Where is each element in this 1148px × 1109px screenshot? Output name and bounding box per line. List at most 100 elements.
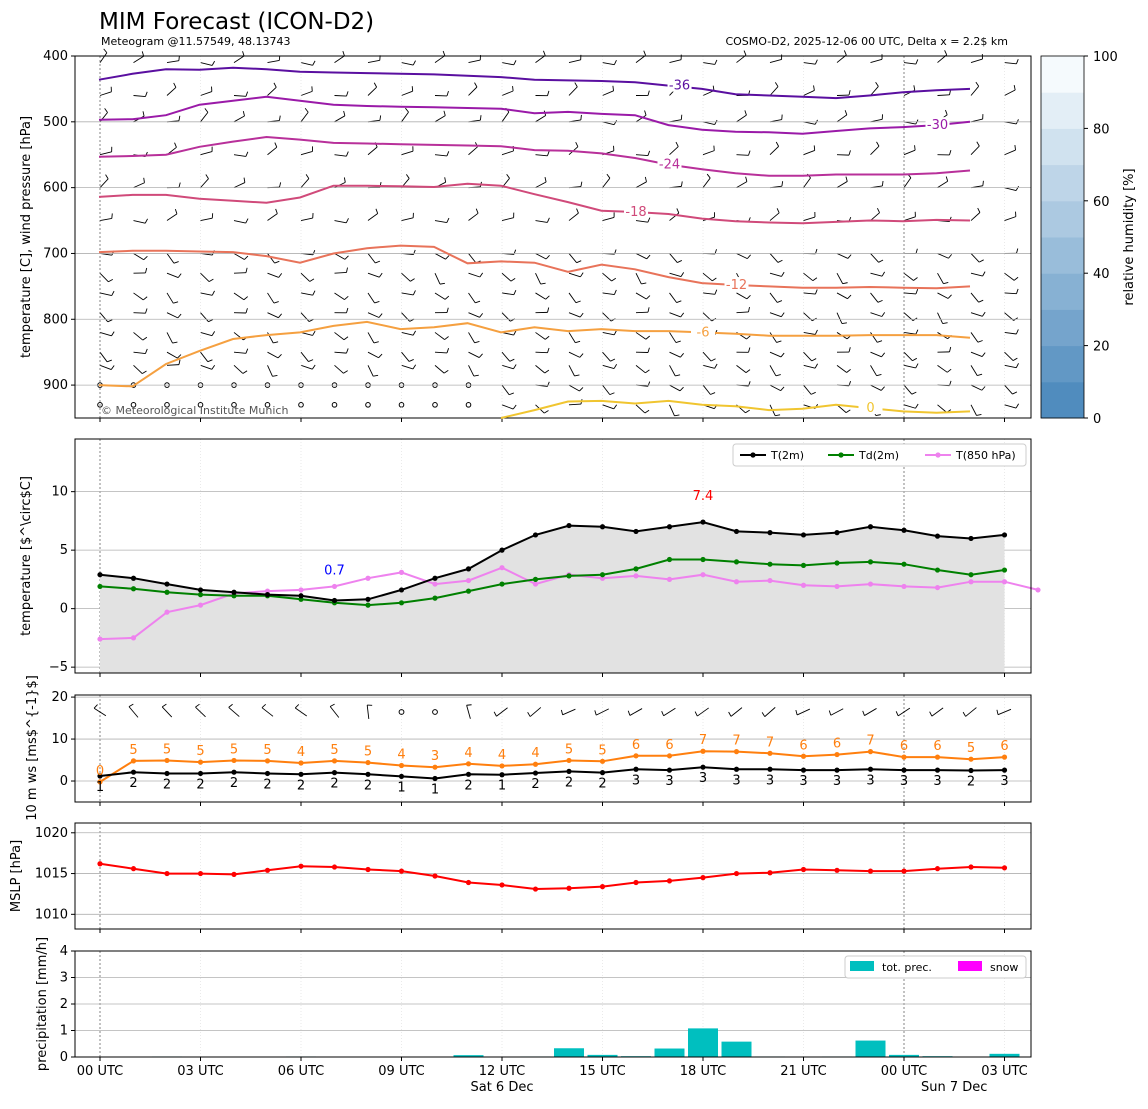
wind-barb (268, 365, 273, 376)
x-tick-label: 00 UTC (77, 1064, 123, 1079)
gust-label: 4 (464, 746, 472, 761)
isotherm-label: -12 (726, 278, 747, 293)
wind-barb (201, 218, 213, 220)
wind-barb-flag (576, 142, 578, 146)
x-tick-label: 03 UTC (981, 1064, 1027, 1079)
wind-barb-flag (343, 371, 347, 374)
legend-entry: tot. prec. (882, 961, 932, 974)
wind-barb-flag (410, 279, 414, 282)
surface-wind-barb-flag (963, 712, 965, 716)
wind-barb-flag (977, 142, 980, 146)
t850-point (633, 573, 638, 578)
wind-barb-flag (243, 371, 247, 374)
wind-barb (871, 365, 877, 375)
wind-barb (904, 405, 916, 408)
day-label: Sun 7 Dec (921, 1080, 987, 1095)
t2m-point (935, 534, 940, 539)
t850-point (834, 584, 839, 589)
wind-barb-flag (514, 60, 516, 64)
wind-barb-flag (511, 278, 515, 281)
wind-barb (402, 332, 414, 335)
wind-barb (469, 313, 480, 318)
wind-barb (603, 63, 615, 65)
mean-wind-point (164, 771, 169, 776)
wind-barb (268, 273, 279, 277)
wind-barb-flag (244, 256, 248, 259)
wind-barb-flag (346, 152, 348, 157)
wind-barb (402, 151, 413, 155)
mslp-line (100, 864, 1005, 889)
wind-barb-flag (877, 142, 879, 146)
wind-barb (167, 87, 176, 95)
wind-barb-flag (246, 349, 248, 354)
wind-barb-flag (674, 415, 679, 416)
wind-barb-flag (982, 312, 985, 316)
wind-barb (536, 352, 548, 353)
gust-point (767, 751, 772, 756)
upper-air-y-tick-label: 600 (43, 181, 68, 196)
wind-barb-flag (948, 295, 951, 299)
wind-barb-flag (577, 261, 582, 263)
wind-barb-flag (413, 250, 415, 255)
colorbar-label: relative humidity [%] (1122, 168, 1137, 305)
mean-wind-point (231, 770, 236, 775)
gust-label: 6 (833, 737, 841, 752)
wind-barb-flag (882, 312, 885, 316)
wind-barb-flag (108, 320, 113, 322)
wind-barb-flag (580, 273, 583, 277)
wind-barb-flag (612, 278, 616, 281)
mean-wind-point (633, 767, 638, 772)
mean-wind-point (265, 771, 270, 776)
isotherm-label: -30 (927, 118, 948, 133)
wind-barb (536, 293, 546, 299)
gust-label: 5 (967, 741, 975, 756)
t2m-point (834, 530, 839, 535)
precip-y-label: precipitation [mm/h] (35, 937, 50, 1071)
gust-point (600, 759, 605, 764)
wind-barb-flag (815, 60, 817, 65)
wind-barb (971, 332, 978, 342)
wind-barb (100, 352, 107, 362)
wind-barb (100, 273, 108, 282)
wind-barb-flag (546, 296, 550, 299)
wind-barb (402, 293, 414, 295)
wind-barb (502, 273, 511, 281)
wind-y-label: 10 m ws [ms$^{-1}$] (25, 675, 40, 821)
legend-entry: T(850 hPa) (955, 449, 1016, 462)
wind-barb (971, 313, 982, 317)
precip-bar (856, 1041, 886, 1057)
wind-barb-flag (445, 337, 449, 340)
wind-barb (737, 253, 748, 258)
wind-barb (536, 155, 548, 156)
wind-barb-flag (279, 182, 280, 187)
gust-label: 6 (1000, 739, 1008, 754)
wind-barb-flag (144, 256, 148, 259)
wind-barb (770, 253, 778, 262)
wind-barb-flag (313, 331, 316, 335)
mean-wind-label: 3 (766, 773, 774, 788)
wind-barb-flag (145, 92, 147, 97)
wind-barb (100, 332, 112, 335)
gust-label: 7 (766, 735, 774, 750)
wind-barb (502, 151, 513, 155)
wind-barb-flag (715, 364, 718, 368)
wind-barb (837, 273, 843, 284)
td2m-point (935, 567, 940, 572)
mean-wind-label: 3 (665, 774, 673, 789)
wind-barb-flag (145, 268, 146, 273)
wind-barb-flag (476, 209, 478, 214)
wind-barb (971, 365, 977, 375)
gust-label: 6 (632, 738, 640, 753)
mslp-y-tick-label: 1010 (35, 907, 68, 922)
wind-barb (368, 273, 379, 277)
wind-barb-flag (447, 151, 449, 156)
wind-barb-flag (748, 151, 750, 156)
wind-barb (670, 60, 682, 63)
wind-barb-flag (209, 279, 213, 281)
surface-wind-barb (864, 708, 876, 715)
wind-barb-flag (344, 337, 348, 340)
wind-barb (234, 293, 244, 300)
t850-point (131, 635, 136, 640)
gust-label: 4 (498, 748, 506, 763)
